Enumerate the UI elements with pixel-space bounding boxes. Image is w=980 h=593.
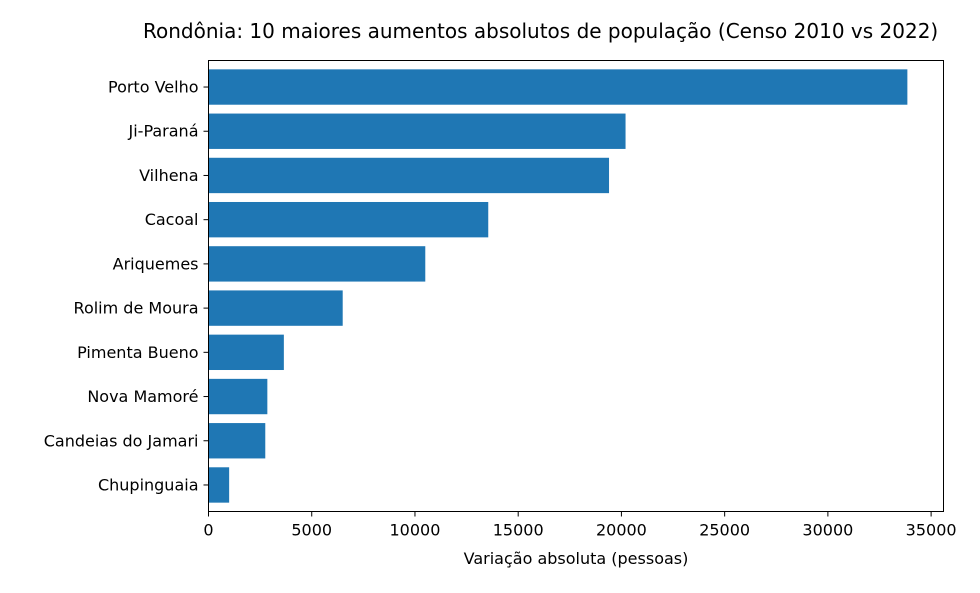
y-tick-label: Ji-Paraná	[128, 122, 199, 141]
plot-frame	[208, 60, 944, 512]
x-tick-label: 10000	[390, 521, 441, 540]
y-tick-label: Nova Mamoré	[87, 387, 198, 406]
bar	[208, 423, 266, 459]
chart-title: Rondônia: 10 maiores aumentos absolutos …	[143, 19, 938, 43]
x-tick-label: 35000	[906, 521, 957, 540]
y-tick-label: Cacoal	[145, 210, 199, 229]
x-tick-label: 20000	[596, 521, 647, 540]
bar	[208, 201, 489, 238]
y-tick-label: Candeias do Jamari	[44, 431, 199, 450]
y-axis-ticks: Porto Velho Ji-Paraná Vilhena Cacoal Ariquem…	[44, 78, 209, 494]
y-tick-label: Chupinguaia	[98, 475, 199, 494]
bar	[208, 69, 908, 105]
x-tick-label: 5000	[291, 521, 332, 540]
bar	[208, 246, 426, 282]
x-tick-label: 25000	[699, 521, 750, 540]
bar	[208, 467, 230, 503]
y-tick-label: Vilhena	[139, 166, 198, 185]
y-tick-label: Porto Velho	[108, 78, 199, 97]
x-axis-label: Variação absoluta (pessoas)	[464, 549, 689, 568]
y-tick-label: Rolim de Moura	[74, 299, 199, 318]
bar	[208, 157, 610, 194]
x-tick-label: 15000	[493, 521, 544, 540]
bar	[208, 378, 268, 415]
y-tick-label: Ariquemes	[113, 254, 199, 273]
x-tick-label: 30000	[802, 521, 853, 540]
y-tick-label: Pimenta Bueno	[77, 343, 198, 362]
x-axis-ticks: 0 5000 10000 15000 20000 25000 30000 35000	[203, 511, 957, 540]
bar	[208, 290, 343, 326]
bar	[208, 113, 626, 149]
bars-layer	[208, 69, 908, 503]
x-tick-label: 0	[203, 521, 213, 540]
bar	[208, 334, 284, 371]
